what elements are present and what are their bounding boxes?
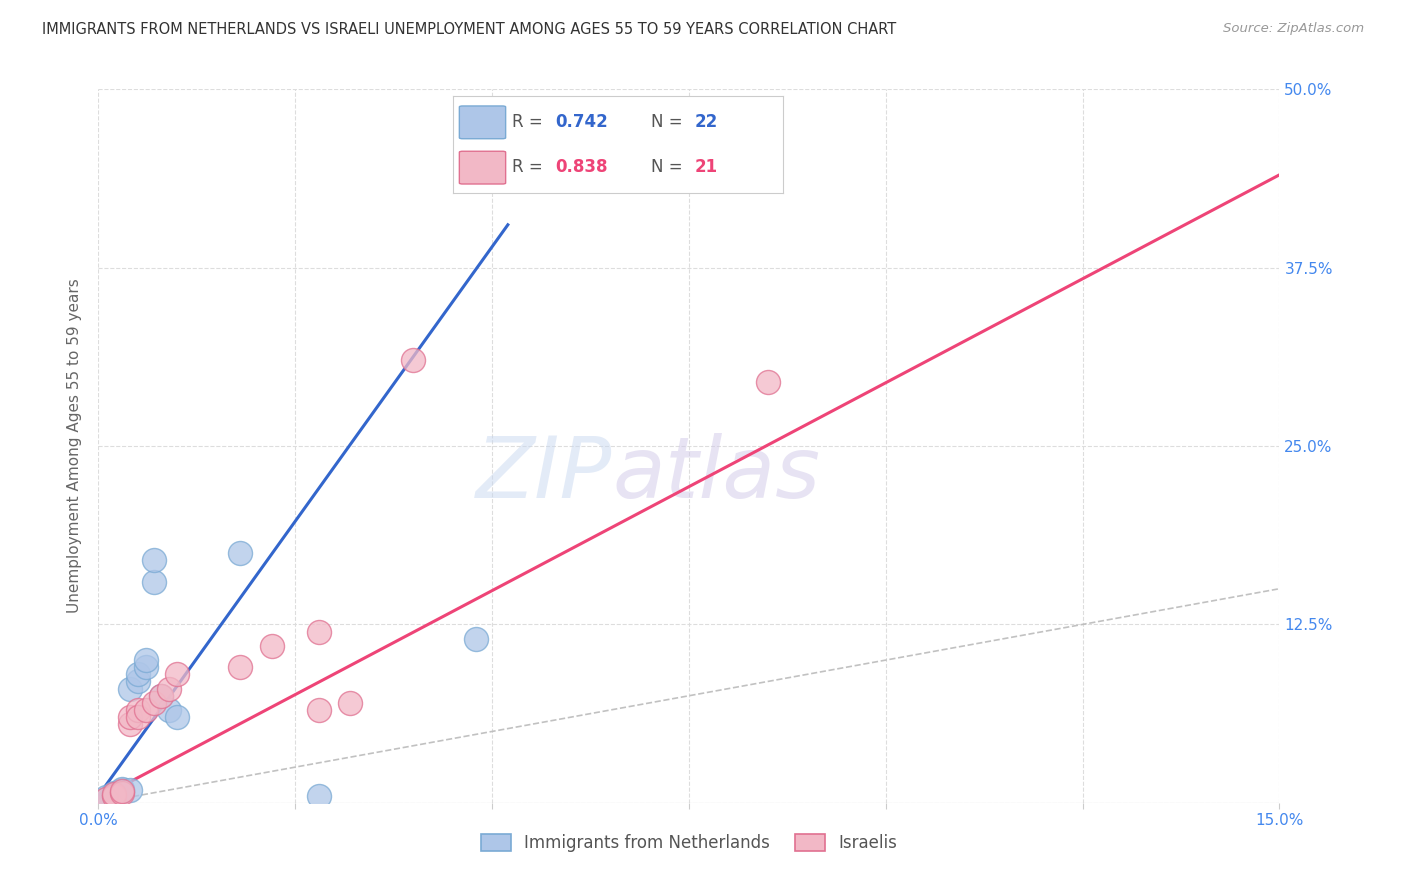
Point [103,786,125,800]
Point [135,703,157,717]
Point [111,786,134,800]
Point [150,689,173,703]
Point [166,710,188,724]
Point [118,681,141,696]
Legend: Immigrants from Netherlands, Israelis: Immigrants from Netherlands, Israelis [467,821,911,866]
Text: IMMIGRANTS FROM NETHERLANDS VS ISRAELI UNEMPLOYMENT AMONG AGES 55 TO 59 YEARS CO: IMMIGRANTS FROM NETHERLANDS VS ISRAELI U… [42,22,897,37]
Point [103,789,125,803]
Text: atlas: atlas [612,433,820,516]
Point [308,789,330,803]
Point [142,574,165,589]
Point [756,375,779,389]
Point [96,790,118,805]
Point [157,703,180,717]
Point [135,653,157,667]
Point [111,783,134,797]
Point [166,667,188,681]
Point [402,353,425,368]
Point [96,791,118,805]
Point [150,689,173,703]
Point [135,660,157,674]
Point [127,710,149,724]
Point [229,546,252,560]
Point [111,784,134,798]
Point [308,624,330,639]
Point [308,703,330,717]
Point [103,787,125,801]
Point [118,783,141,797]
Point [127,667,149,681]
Point [339,696,361,710]
Point [465,632,488,646]
Point [111,784,134,798]
Point [229,660,252,674]
Point [142,696,165,710]
Point [127,703,149,717]
Point [118,717,141,731]
Point [118,710,141,724]
Point [103,789,125,803]
Point [157,681,180,696]
Text: Source: ZipAtlas.com: Source: ZipAtlas.com [1223,22,1364,36]
Point [111,781,134,796]
Point [142,553,165,567]
Point [260,639,283,653]
Point [96,791,118,805]
Point [127,674,149,689]
Y-axis label: Unemployment Among Ages 55 to 59 years: Unemployment Among Ages 55 to 59 years [67,278,83,614]
Point [103,787,125,801]
Text: ZIP: ZIP [475,433,612,516]
